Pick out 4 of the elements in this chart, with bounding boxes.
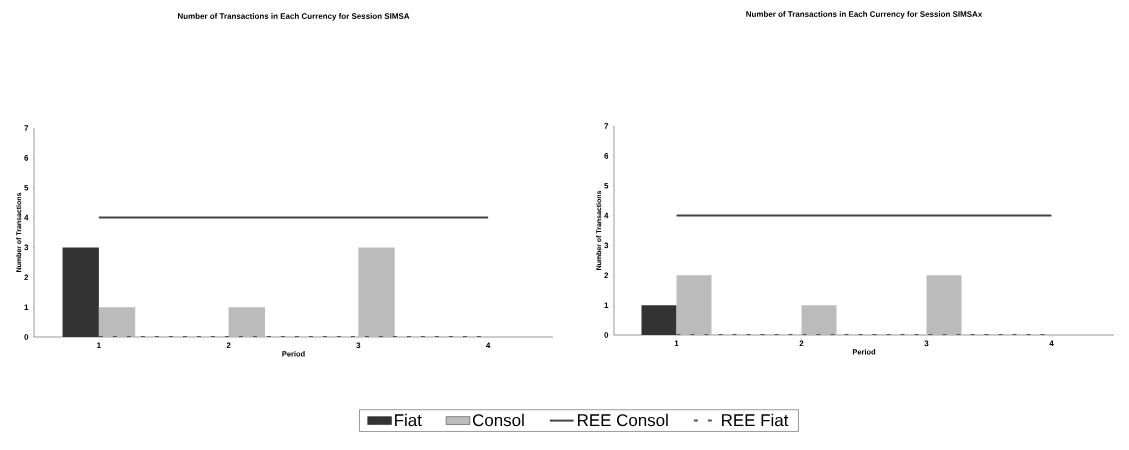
legend-label: REE Consol bbox=[578, 413, 668, 427]
legend-label: Fiat bbox=[395, 413, 422, 427]
legend-label: Consol bbox=[472, 413, 524, 427]
legend-label: REE Fiat bbox=[722, 413, 789, 427]
